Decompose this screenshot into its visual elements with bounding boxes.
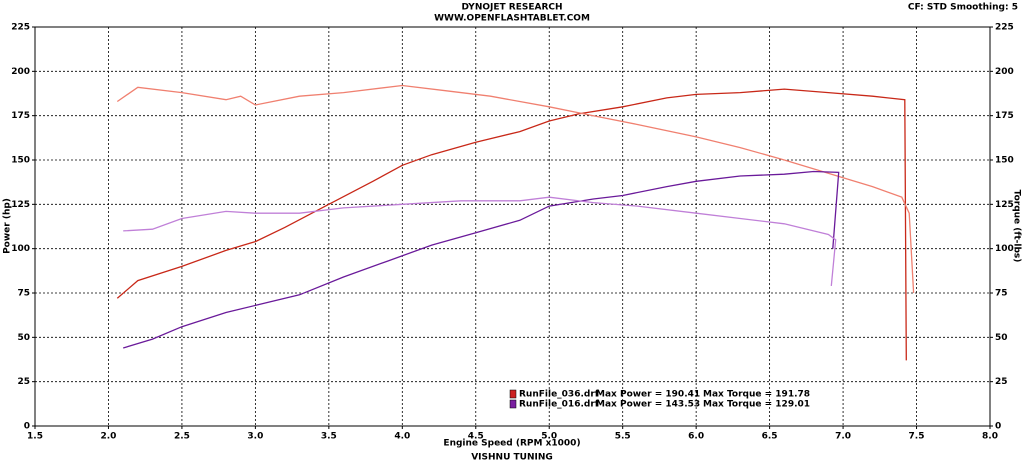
- x-tick-label: 3.5: [321, 432, 337, 442]
- legend-power: Max Power = 143.53: [596, 400, 700, 410]
- data-line: [116, 88, 907, 361]
- legend-power: Max Power = 190.41: [596, 390, 700, 400]
- y2-tick-label: 25: [995, 377, 1008, 387]
- x-tick-label: 5.0: [541, 432, 557, 442]
- chart-title: DYNOJET RESEARCH: [461, 3, 562, 13]
- y2-axis-label: Torque (ft-lbs): [1012, 190, 1022, 263]
- y-tick-label: 100: [11, 244, 30, 254]
- y-tick-label: 125: [11, 200, 30, 210]
- legend-file: RunFile_036.drf: [519, 390, 599, 400]
- y-tick-label: 0: [24, 422, 30, 432]
- x-tick-label: 8.0: [982, 432, 998, 442]
- data-line: [116, 84, 915, 294]
- x-tick-label: 3.0: [247, 432, 263, 442]
- x-tick-label: 2.0: [100, 432, 116, 442]
- y-tick-label: 200: [11, 67, 30, 77]
- x-tick-label: 2.5: [174, 432, 190, 442]
- y-tick-label: 25: [17, 377, 30, 387]
- y-axis-label: Power (hp): [3, 198, 13, 254]
- x-axis-label: Engine Speed (RPM x1000): [443, 439, 580, 449]
- y2-tick-label: 75: [995, 289, 1008, 299]
- y2-tick-label: 50: [995, 333, 1008, 343]
- legend-torque: Max Torque = 129.01: [703, 400, 810, 410]
- y-tick-label: 175: [11, 111, 30, 121]
- y2-tick-label: 125: [995, 200, 1014, 210]
- plot-frame: [34, 26, 991, 427]
- y2-tick-label: 150: [995, 156, 1014, 166]
- data-line: [123, 170, 840, 349]
- x-tick-label: 7.5: [909, 432, 925, 442]
- corner-note: CF: STD Smoothing: 5: [908, 3, 1018, 13]
- x-tick-label: 4.0: [394, 432, 410, 442]
- y2-tick-label: 175: [995, 111, 1014, 121]
- footer: VISHNU TUNING: [471, 453, 553, 463]
- x-tick-label: 6.5: [762, 432, 778, 442]
- x-tick-label: 7.0: [835, 432, 851, 442]
- chart-subtitle: WWW.OPENFLASHTABLET.COM: [434, 14, 590, 24]
- x-tick-label: 4.5: [468, 432, 484, 442]
- legend-swatch: [509, 399, 517, 409]
- y2-tick-label: 225: [995, 23, 1014, 33]
- y-tick-label: 150: [11, 156, 30, 166]
- y-tick-label: 225: [11, 23, 30, 33]
- data-line: [123, 196, 837, 286]
- legend-file: RunFile_016.drf: [519, 400, 599, 410]
- x-tick-label: 1.5: [27, 432, 43, 442]
- y2-tick-label: 0: [995, 422, 1001, 432]
- x-tick-label: 5.5: [615, 432, 631, 442]
- legend-torque: Max Torque = 191.78: [703, 390, 810, 400]
- legend-swatch: [509, 389, 517, 399]
- x-tick-label: 6.0: [688, 432, 704, 442]
- y2-tick-label: 200: [995, 67, 1014, 77]
- y-tick-label: 75: [17, 289, 30, 299]
- y2-tick-label: 100: [995, 244, 1014, 254]
- y-tick-label: 50: [17, 333, 30, 343]
